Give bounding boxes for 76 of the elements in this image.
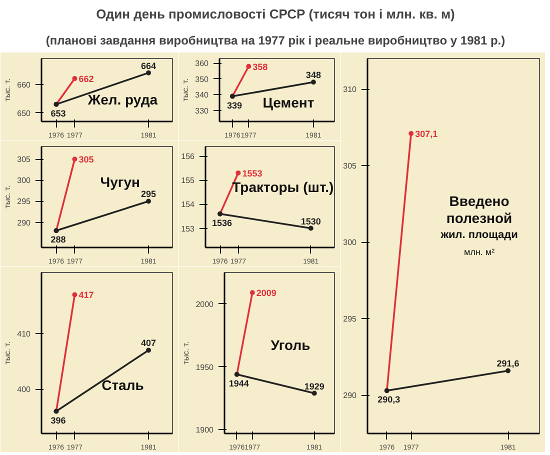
annotation: млн. м² [464, 247, 495, 257]
y-axis-title: тыс. т. [182, 342, 191, 364]
annotation: Введено [449, 193, 510, 209]
data-label: 348 [306, 70, 321, 80]
data-label: 417 [78, 290, 94, 300]
y-tick-label: 154 [181, 200, 196, 210]
data-label: 1929 [304, 381, 324, 392]
data-label: 295 [141, 189, 156, 200]
y-axis-title: тыс. т. [3, 186, 12, 208]
annotation: Жел. руда [86, 91, 158, 108]
data-label: 1944 [228, 378, 249, 388]
y-tick-label: 305 [343, 162, 358, 171]
y-tick-label: 340 [195, 90, 210, 100]
point [72, 292, 78, 298]
annotation: полезной [446, 210, 512, 226]
point [236, 170, 241, 176]
y-tick-label: 400 [17, 385, 32, 394]
point [308, 226, 314, 231]
point [246, 64, 252, 69]
point [250, 290, 255, 296]
y-tick-label: 300 [17, 176, 32, 186]
point [506, 368, 511, 374]
point [146, 348, 152, 353]
data-label: 664 [141, 60, 156, 71]
data-label: 290,3 [378, 394, 400, 405]
point [146, 198, 152, 204]
data-label: 339 [226, 100, 242, 110]
y-tick-label: 310 [343, 85, 358, 94]
y-tick-label: 2000 [196, 300, 214, 309]
annotation: Цемент [262, 94, 314, 111]
data-label: 396 [50, 415, 66, 426]
annotation: 1530 [300, 216, 321, 226]
y-tick-label: 156 [181, 152, 196, 162]
annotation: Уголь [270, 336, 311, 353]
point [146, 70, 152, 76]
y-tick-label: 1900 [196, 426, 214, 435]
y-tick-label: 1950 [196, 362, 214, 372]
y-axis-title: тыс. т. [181, 78, 190, 102]
annotation: Сталь [102, 377, 144, 394]
annotation: 1553 [242, 168, 262, 178]
y-tick-label: 295 [17, 197, 32, 206]
data-label: 291,6 [496, 358, 520, 369]
y-tick-label: 155 [181, 176, 196, 186]
y-tick-label: 153 [181, 224, 196, 234]
data-label: 358 [252, 62, 268, 72]
y-tick-label: 295 [343, 314, 358, 324]
y-tick-label: 300 [343, 238, 358, 248]
y-tick-label: 660 [17, 80, 32, 90]
point [408, 131, 414, 136]
annotation: Тракторы (шт.) [232, 178, 334, 195]
annotation: жил. площади [440, 229, 518, 241]
point [312, 390, 317, 396]
point [72, 76, 78, 82]
point [72, 156, 78, 162]
data-label: 307,1 [415, 129, 438, 139]
y-tick-label: 410 [17, 330, 32, 339]
data-label: 662 [78, 74, 94, 84]
y-tick-label: 290 [343, 391, 358, 400]
y-tick-label: 350 [195, 74, 210, 84]
data-label: 407 [141, 338, 156, 348]
data-label: 2009 [256, 288, 276, 298]
y-tick-label: 360 [195, 59, 210, 68]
data-label: 653 [50, 108, 66, 118]
point [310, 80, 316, 85]
annotation: Чугун [100, 174, 140, 190]
text: (планові завдання виробництва на 1977 рік і реальне виробництво у 1981 р.) [46, 34, 506, 48]
y-tick-label: 330 [195, 106, 210, 116]
y-tick-label: 305 [17, 155, 32, 164]
y-tick-label: 290 [17, 218, 32, 228]
y-axis-title: тыс. т. [3, 342, 12, 364]
data-label: 305 [78, 154, 94, 165]
text: Один день промисловості СРСР (тисяч тон і млн. кв. м) [96, 6, 455, 22]
data-label: 288 [50, 234, 66, 245]
y-tick-label: 650 [17, 108, 32, 118]
annotation: 1536 [212, 218, 232, 228]
y-axis-title: тыс. т. [3, 78, 12, 102]
